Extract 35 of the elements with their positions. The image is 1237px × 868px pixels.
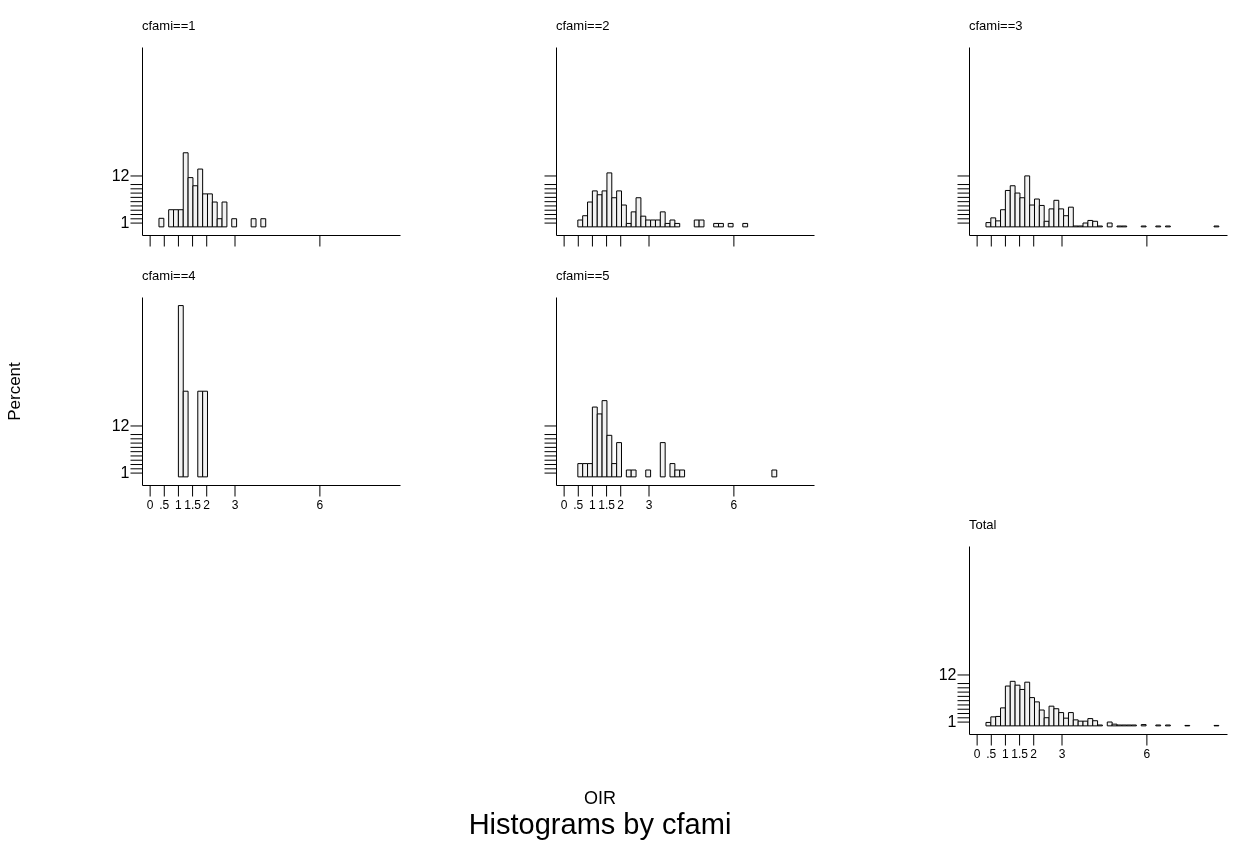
y-tick-label: 12 [111, 166, 130, 184]
x-tick-label: 1.5 [598, 497, 616, 512]
y-tick-label: 12 [111, 416, 130, 434]
x-tick-label: 1 [175, 497, 183, 512]
x-tick-label: 3 [231, 497, 239, 512]
x-tick-label: 2 [1030, 746, 1038, 761]
x-tick-label: .5 [159, 497, 170, 512]
x-tick-label: 6 [1143, 746, 1151, 761]
x-tick-label: 3 [645, 497, 653, 512]
y-tick-label: 12 [938, 665, 957, 683]
x-tick-label: 1.5 [184, 497, 202, 512]
text: Histograms by cfami [467, 808, 733, 841]
chart-title: cfami==4 [142, 268, 196, 283]
x-tick-label: 0 [146, 497, 154, 512]
x-tick-label: 1.5 [1011, 746, 1029, 761]
chart-title: cfami==3 [969, 18, 1023, 33]
x-tick-label: 1 [589, 497, 597, 512]
x-tick-label: 6 [316, 497, 324, 512]
x-tick-label: 3 [1058, 746, 1066, 761]
y-tick-label: 1 [120, 464, 130, 482]
x-tick-label: 0 [973, 746, 981, 761]
chart-title: cfami==1 [142, 18, 196, 33]
y-tick-label: 1 [120, 214, 130, 232]
y-axis-title: Percent [4, 361, 24, 421]
x-tick-label: .5 [573, 497, 584, 512]
x-tick-label: 6 [730, 497, 738, 512]
x-tick-label: .5 [986, 746, 997, 761]
x-tick-label: 2 [203, 497, 211, 512]
chart-title: Total [969, 517, 997, 532]
x-axis-title: OIR [583, 788, 617, 809]
chart-title: cfami==2 [556, 18, 610, 33]
x-tick-label: 2 [617, 497, 625, 512]
x-tick-label: 1 [1002, 746, 1010, 761]
chart-title: cfami==5 [556, 268, 610, 283]
x-tick-label: 0 [560, 497, 568, 512]
